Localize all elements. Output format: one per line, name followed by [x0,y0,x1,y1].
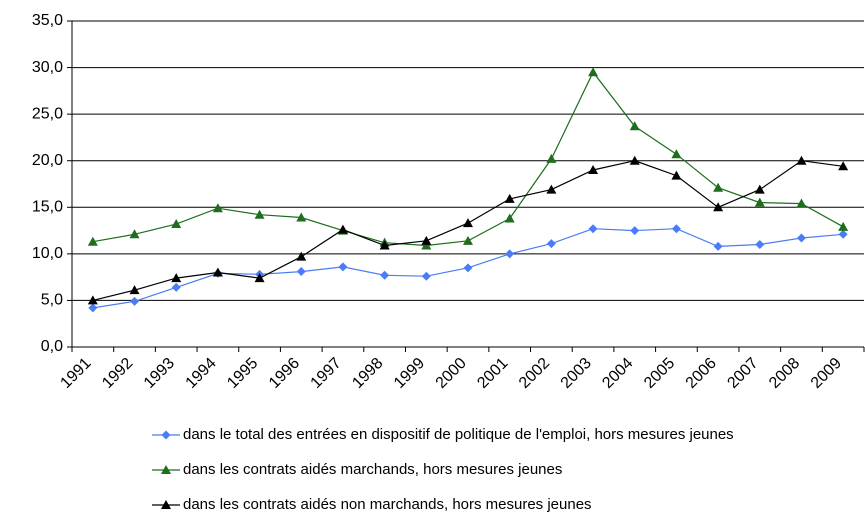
marker [796,155,807,165]
marker [380,270,390,280]
marker [254,209,265,219]
y-tick-label: 35,0 [32,12,63,29]
marker [296,212,307,222]
marker [337,224,348,234]
marker [254,273,265,283]
marker [87,295,98,305]
y-tick-label: 10,0 [32,245,63,262]
x-tick-label: 1993 [141,355,178,392]
legend-marker [161,500,171,509]
marker [754,184,765,194]
legend-label: dans les contrats aidés marchands, hors … [183,461,562,478]
x-tick-label: 2000 [433,355,470,392]
marker [546,153,557,163]
y-tick-label: 25,0 [32,105,63,122]
x-tick-label: 1994 [183,355,220,392]
marker [421,235,432,245]
legend-marker [161,430,171,440]
x-tick-label: 2006 [683,355,720,392]
marker [379,240,390,250]
x-tick-label: 2003 [558,355,595,392]
marker [171,273,182,283]
x-tick-label: 2009 [808,355,845,392]
marker [671,170,682,180]
x-tick-label: 2002 [516,355,553,392]
marker [463,263,473,273]
legend-marker [161,465,171,474]
marker [588,67,599,77]
marker [505,249,515,259]
x-tick-label: 2004 [599,355,636,392]
marker [421,271,431,281]
marker [588,224,598,234]
marker [296,267,306,277]
y-tick-label: 0,0 [41,338,63,355]
marker [629,155,640,165]
marker [463,235,473,245]
marker [796,233,806,243]
y-tick-label: 20,0 [32,152,63,169]
marker [796,198,807,208]
marker [588,165,599,175]
x-tick-label: 2005 [641,355,678,392]
marker [171,219,182,229]
marker [713,202,724,212]
marker [88,303,98,313]
x-tick-label: 1995 [224,355,261,392]
x-tick-label: 1999 [391,355,428,392]
marker [171,282,181,292]
marker [129,229,140,239]
x-tick-label: 1991 [57,355,94,392]
y-tick-label: 5,0 [41,292,63,309]
marker [129,285,140,295]
marker [755,240,765,250]
marker [838,161,849,171]
y-tick-label: 15,0 [32,199,63,216]
x-tick-label: 1997 [308,355,345,392]
marker [546,184,557,194]
marker [130,296,140,306]
x-tick-label: 2008 [766,355,803,392]
marker [713,241,723,251]
marker [463,218,473,228]
legend-label: dans le total des entrées en dispositif … [183,426,734,443]
marker [504,213,515,223]
marker [87,236,98,246]
marker [671,149,682,159]
series-line [92,160,844,301]
marker [754,197,765,207]
marker [838,221,849,231]
x-tick-label: 1996 [266,355,303,392]
legend-label: dans les contrats aidés non marchands, h… [183,496,592,513]
marker [421,240,432,250]
y-tick-label: 30,0 [32,59,63,76]
marker [630,226,640,236]
marker [629,121,640,131]
marker [671,224,681,234]
x-tick-label: 1998 [349,355,386,392]
marker [212,267,223,277]
marker [338,262,348,272]
marker [838,229,848,239]
marker [296,251,307,261]
marker [713,182,724,192]
marker [212,203,223,213]
marker [546,239,556,249]
x-tick-label: 2001 [474,355,511,392]
x-tick-label: 2007 [724,355,761,392]
marker [504,193,515,203]
x-tick-label: 1992 [99,355,136,392]
